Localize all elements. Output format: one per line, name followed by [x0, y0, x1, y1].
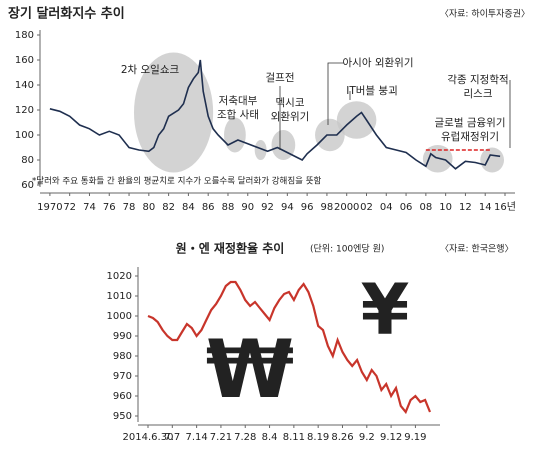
source: 〈자료: 한국은행〉 [440, 243, 514, 255]
x-tick-label: 7.28 [234, 432, 256, 443]
x-tick-label: 2000 [334, 202, 359, 213]
annotation: 걸프전 [266, 71, 295, 84]
y-tick-label: 990 [113, 331, 132, 342]
y-tick-label: 950 [113, 411, 132, 422]
leader-line [327, 62, 344, 125]
x-tick-label: 8.19 [307, 432, 329, 443]
y-tick-label: 120 [15, 105, 34, 116]
highlight [224, 117, 246, 153]
y-tick-label: 140 [15, 80, 34, 91]
highlight [336, 101, 377, 139]
annotation: 외환위기 [271, 110, 310, 123]
unit: (단위: 100엔당 원) [310, 244, 384, 255]
annotation: IT버블 붕괴 [346, 85, 398, 97]
x-tick-label: 16년 [494, 201, 516, 213]
y-tick-label: 1010 [107, 291, 132, 302]
x-tick-label: 02 [360, 202, 373, 213]
x-tick-label: 88 [222, 202, 235, 213]
currency-symbol: ₩ [206, 323, 294, 416]
x-tick-label: 7.7 [164, 432, 180, 443]
y-tick-label: 180 [15, 30, 34, 41]
x-tick-label: 80 [142, 202, 155, 213]
annotation: 2차 오일쇼크 [121, 63, 180, 76]
annotation: 조합 사태 [217, 109, 259, 121]
x-tick-label: 78 [123, 202, 136, 213]
y-tick-label: 100 [15, 130, 34, 141]
x-tick-label: 90 [241, 202, 254, 213]
x-tick-label: 94 [281, 202, 294, 213]
annotation: 글로벌 금융위기 [435, 116, 506, 129]
x-tick-label: 08 [419, 202, 432, 213]
x-tick-label: 74 [83, 202, 96, 213]
x-tick-label: 8.26 [331, 432, 353, 443]
x-tick-label: 9.19 [404, 432, 426, 443]
x-tick-label: 7.21 [210, 432, 232, 443]
x-tick-label: 7.14 [185, 432, 207, 443]
source: 〈자료: 하이투자증권〉 [440, 8, 530, 20]
annotation: 아시아 외환위기 [343, 56, 414, 69]
y-tick-label: 1000 [107, 311, 132, 322]
x-tick-label: 86 [202, 202, 215, 213]
annotation: 각종 지정학적 [447, 74, 508, 86]
x-tick-label: 98 [321, 202, 334, 213]
annotation: 유럽재정위기 [441, 130, 499, 143]
annotation: 리스크 [464, 88, 493, 100]
y-tick-label: 160 [15, 55, 34, 66]
x-tick-label: 72 [63, 202, 76, 213]
x-tick-label: 1970 [37, 202, 62, 213]
annotation: 저축대부 [219, 95, 258, 107]
currency-symbol: ¥ [361, 269, 410, 351]
highlight [480, 147, 505, 173]
x-tick-label: 12 [459, 202, 472, 213]
chart-title: 원・엔 재정환율 추이 [176, 241, 285, 256]
data-line [49, 59, 501, 170]
chart-title: 장기 달러화지수 추이 [8, 6, 125, 22]
x-tick-label: 14 [479, 202, 492, 213]
x-tick-label: 76 [103, 202, 116, 213]
x-tick-label: 10 [439, 202, 452, 213]
x-tick-label: 96 [301, 202, 314, 213]
y-tick-label: 960 [113, 391, 132, 402]
x-tick-label: 92 [261, 202, 274, 213]
x-tick-label: 9.12 [380, 432, 402, 443]
x-tick-label: 06 [400, 202, 413, 213]
y-tick-label: 980 [113, 351, 132, 362]
x-tick-label: 8.4 [262, 432, 278, 443]
y-tick-label: 60 [21, 180, 34, 191]
x-tick-label: 04 [380, 202, 393, 213]
y-tick-label: 970 [113, 371, 132, 382]
data-line [147, 280, 432, 415]
x-tick-label: 82 [162, 202, 175, 213]
x-tick-label: 8.11 [283, 432, 305, 443]
annotation: 멕시코 [276, 97, 305, 109]
highlight [254, 140, 267, 160]
y-tick-label: 80 [21, 155, 34, 166]
footnote: *달러와 주요 통화들 간 환율의 평균치로 지수가 오를수록 달러화가 강해짐… [32, 176, 322, 187]
highlight [271, 130, 296, 160]
y-tick-label: 1020 [107, 271, 132, 282]
x-tick-label: 2014.6.30 [123, 432, 174, 443]
x-tick-label: 9.2 [359, 432, 375, 443]
x-tick-label: 84 [182, 202, 195, 213]
